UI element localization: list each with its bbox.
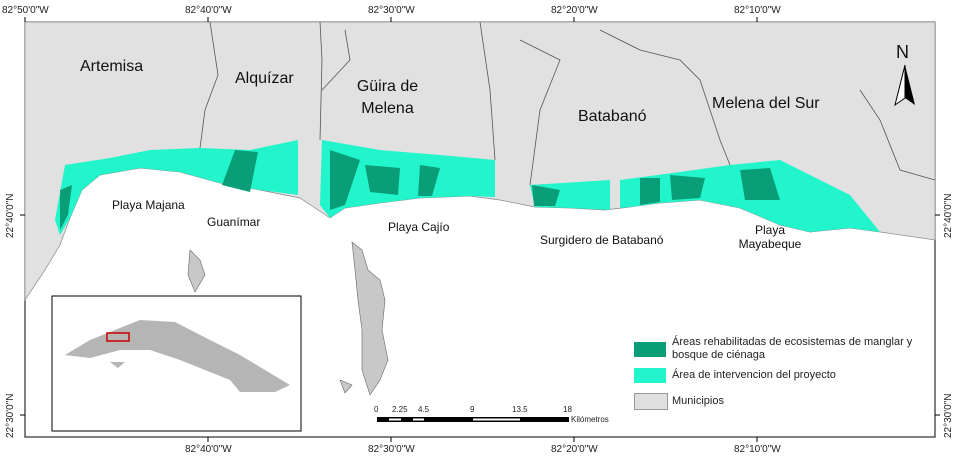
legend-label-municipios: Municipios	[672, 395, 724, 407]
inset-map-frame	[51, 295, 302, 432]
label-surgidero: Surgidero de Batabanó	[540, 233, 664, 247]
graticule-ticks	[20, 17, 940, 442]
scale-tick: 9	[470, 405, 475, 414]
coord-right: 22°30'0"N	[943, 393, 954, 439]
label-playa-majana: Playa Majana	[112, 198, 185, 212]
inset-location-box	[106, 332, 130, 342]
coord-bottom: 82°10'0"W	[734, 444, 781, 455]
municipal-boundaries	[199, 21, 936, 186]
label-artemisa: Artemisa	[80, 58, 144, 75]
scale-bar	[377, 417, 569, 422]
legend-swatch-rehabilitated	[634, 342, 666, 357]
scale-tick: 18	[563, 405, 572, 414]
scale-tick: 2.25	[392, 405, 408, 414]
legend-swatch-municipios	[634, 393, 668, 410]
coord-bottom: 82°30'0"W	[368, 444, 415, 455]
scale-tick: 13.5	[512, 405, 528, 414]
coord-top: 82°30'0"W	[368, 5, 415, 16]
north-label: N	[896, 42, 909, 62]
coord-left: 22°40'0"N	[5, 193, 16, 239]
coord-bottom: 82°40'0"W	[185, 444, 232, 455]
legend-label-intervention: Área de intervencion del proyecto	[672, 369, 836, 381]
legend-label-rehabilitated: Áreas rehabilitadas de ecosistemas de ma…	[672, 336, 913, 361]
label-playa-cajio: Playa Cajío	[388, 220, 450, 234]
scale-tick: 0	[374, 405, 379, 414]
coord-top: 82°10'0"W	[734, 5, 781, 16]
label-batabano: Batabanó	[578, 108, 647, 125]
label-alquizar: Alquízar	[235, 70, 294, 87]
cays	[187, 241, 389, 396]
legend-swatch-intervention	[634, 368, 666, 383]
label-guira-de-melena: Güira de Melena	[356, 78, 419, 117]
scale-unit: Kilómetros	[571, 415, 609, 424]
north-arrow	[894, 64, 915, 107]
coord-bottom: 82°20'0"W	[551, 444, 598, 455]
inset-cuba	[65, 320, 290, 392]
intervention-area	[55, 140, 880, 235]
coord-top: 82°20'0"W	[551, 5, 598, 16]
label-guanimar: Guanímar	[207, 215, 261, 229]
scale-tick: 4.5	[418, 405, 430, 414]
rehabilitated-area	[60, 150, 780, 230]
coord-left: 22°30'0"N	[5, 393, 16, 439]
coord-top: 82°40'0"W	[185, 5, 232, 16]
label-melena-del-sur: Melena del Sur	[712, 95, 820, 112]
label-playa-mayabeque: Playa Mayabeque	[738, 223, 802, 251]
coord-right: 22°40'0"N	[943, 193, 954, 239]
coord-top: 82°50'0"W	[2, 5, 49, 16]
